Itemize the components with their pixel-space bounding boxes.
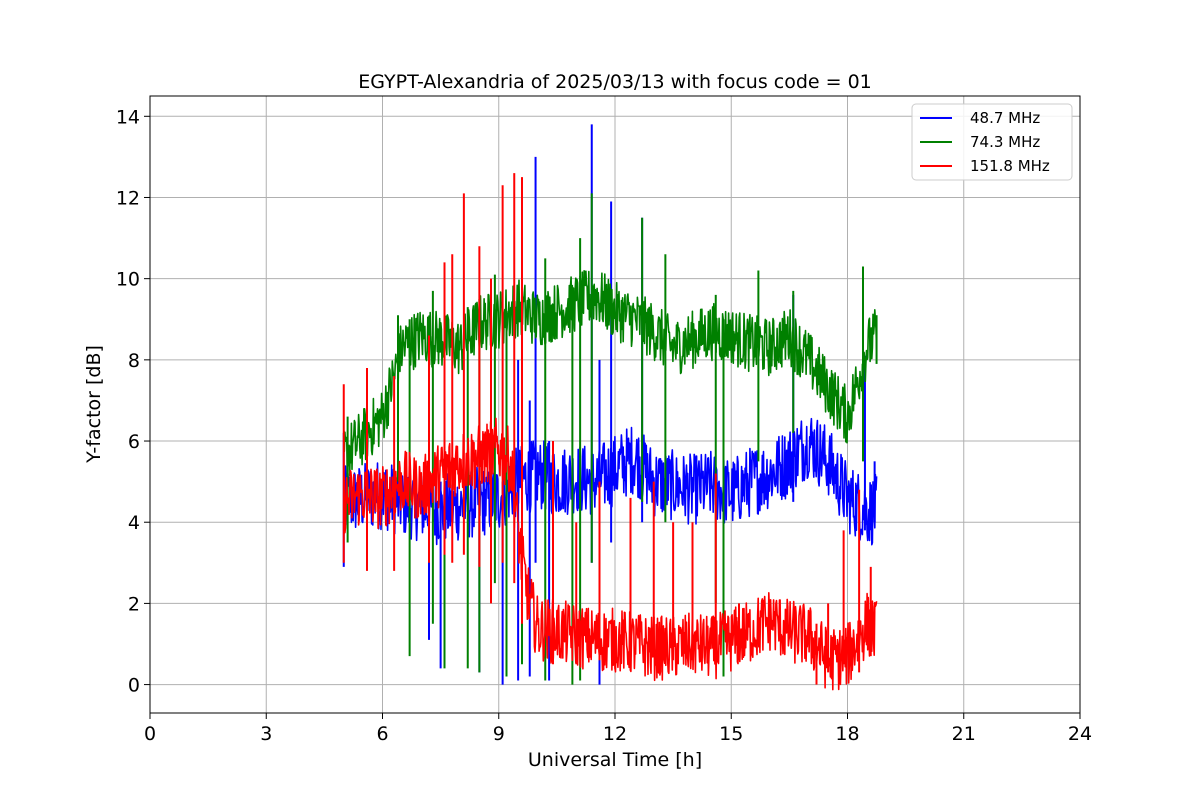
- y-tick-label: 2: [128, 593, 140, 615]
- x-tick-label: 9: [493, 723, 505, 745]
- series-2: [342, 173, 878, 691]
- series-line: [343, 417, 878, 691]
- y-tick-label: 10: [116, 269, 140, 291]
- x-tick-label: 24: [1068, 723, 1092, 745]
- legend-box: [911, 103, 1073, 181]
- y-tick-label: 6: [128, 431, 140, 453]
- legend-label: 74.3 MHz: [970, 133, 1040, 151]
- series-layer: [342, 124, 878, 691]
- legend: 48.7 MHz 74.3 MHz 151.8 MHz: [911, 103, 1073, 181]
- y-tick-label: 0: [128, 675, 140, 697]
- x-tick-label: 18: [835, 723, 859, 745]
- chart-title: EGYPT-Alexandria of 2025/03/13 with focu…: [358, 71, 872, 93]
- x-tick-label: 3: [260, 723, 272, 745]
- y-tick-label: 14: [116, 106, 140, 128]
- x-tick-label: 0: [144, 723, 156, 745]
- y-tick-label: 4: [128, 512, 140, 534]
- x-tick-label: 6: [376, 723, 388, 745]
- x-tick-label: 12: [603, 723, 627, 745]
- y-tick-label: 12: [116, 187, 140, 209]
- x-tick-label: 21: [952, 723, 976, 745]
- x-axis-title: Universal Time [h]: [528, 749, 702, 771]
- y-tick-label: 8: [128, 350, 140, 372]
- legend-label: 48.7 MHz: [970, 109, 1040, 127]
- legend-label: 151.8 MHz: [970, 157, 1050, 175]
- x-tick-label: 15: [719, 723, 743, 745]
- y-axis-title: Y-factor [dB]: [83, 345, 105, 464]
